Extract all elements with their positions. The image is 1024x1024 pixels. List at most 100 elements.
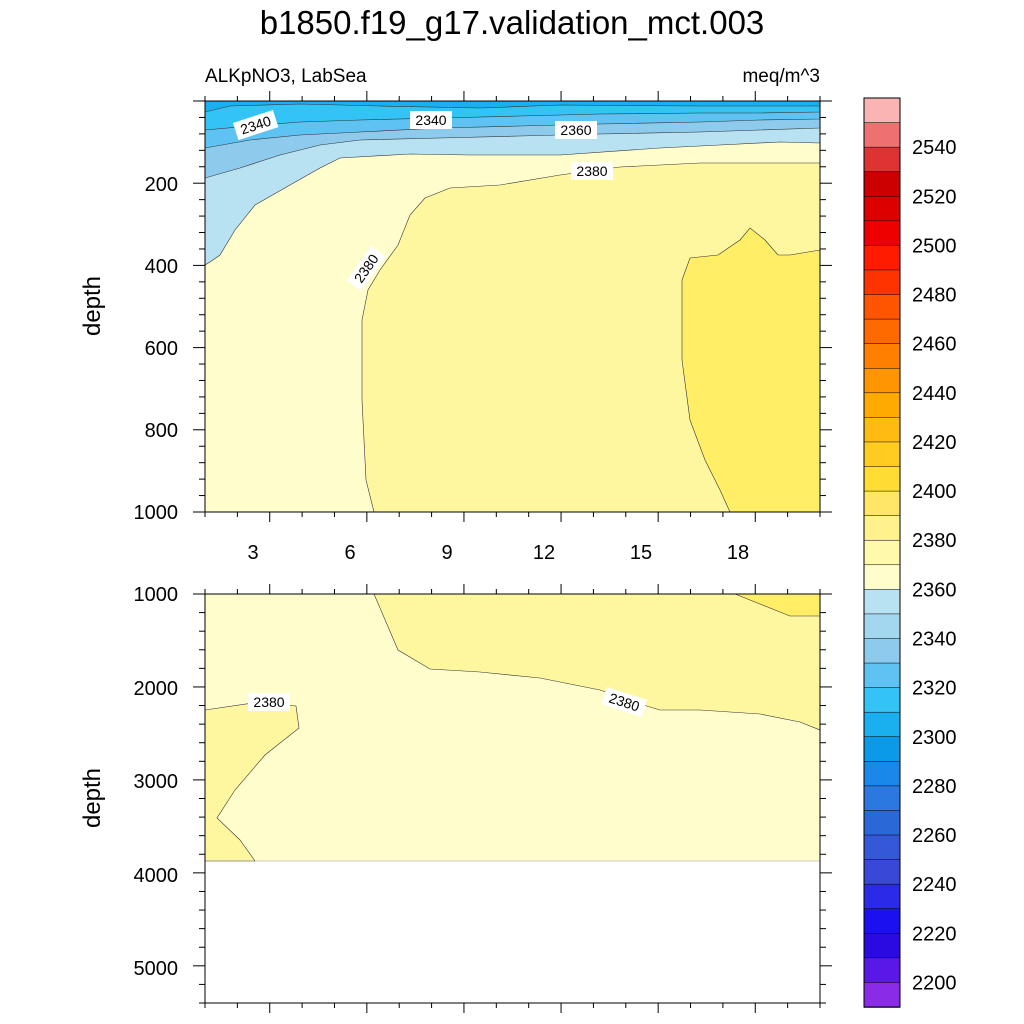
colorbar-swatch bbox=[863, 785, 901, 812]
upper-panel: 2340 2340 2360 2380 2380 depth 200 400 bbox=[79, 91, 832, 564]
colorbar-swatch bbox=[863, 736, 901, 763]
ytick-label: 3000 bbox=[134, 771, 179, 793]
colorbar-labels: 2540 2520 2500 2480 2460 2440 2420 2400 2380 2360… bbox=[912, 137, 957, 994]
upper-yticklabels: 200 400 600 800 1000 bbox=[134, 174, 179, 524]
upper-frame bbox=[204, 100, 821, 513]
colorbar-label: 2240 bbox=[912, 874, 957, 896]
ytick-label: 1000 bbox=[134, 502, 179, 524]
colorbar-label: 2380 bbox=[912, 530, 957, 552]
colorbar-swatch bbox=[863, 589, 901, 615]
colorbar-swatch bbox=[863, 859, 901, 885]
colorbar-swatch bbox=[863, 564, 901, 591]
upper-fill-2320 bbox=[205, 101, 820, 113]
ytick-label: 800 bbox=[145, 420, 178, 442]
colorbar-label: 2480 bbox=[912, 285, 957, 307]
colorbar-swatch bbox=[863, 638, 901, 664]
lower-ticks bbox=[193, 584, 832, 1013]
contour-label-box bbox=[410, 111, 452, 129]
lower-fill-2390-corner bbox=[734, 594, 820, 617]
contour-label-box bbox=[248, 693, 290, 711]
colorbar-swatch bbox=[863, 122, 901, 148]
colorbar-label: 2420 bbox=[912, 432, 957, 454]
colorbar-swatch bbox=[863, 392, 901, 419]
contour-label: 2380 bbox=[253, 694, 284, 710]
colorbar-swatch bbox=[863, 441, 901, 468]
colorbar-swatch bbox=[863, 490, 901, 517]
xtick-label: 12 bbox=[533, 542, 555, 564]
xtick-label: 9 bbox=[441, 542, 452, 564]
upper-fill-2390 bbox=[681, 227, 820, 512]
colorbar-label: 2300 bbox=[912, 727, 957, 749]
colorbar-swatch bbox=[863, 883, 901, 910]
colorbar-swatch bbox=[863, 834, 901, 861]
upper-ticks bbox=[193, 91, 832, 522]
upper-fill-2370 bbox=[205, 101, 820, 266]
ytick-label: 5000 bbox=[134, 958, 179, 980]
lower-fill-2380-right bbox=[373, 594, 820, 731]
colorbar-frame bbox=[863, 97, 901, 1008]
colorbar-swatch bbox=[863, 711, 901, 738]
ytick-label: 1000 bbox=[134, 584, 179, 606]
upper-contour-labels: 2340 2340 2360 2380 2380 bbox=[232, 110, 613, 291]
colorbar-swatch bbox=[863, 515, 901, 541]
colorbar-swatch bbox=[863, 982, 901, 1008]
colorbar-swatch bbox=[863, 687, 901, 713]
upper-xticklabels: 3 6 9 12 15 18 bbox=[247, 542, 749, 564]
colorbar-swatch bbox=[863, 761, 901, 787]
xtick-label: 3 bbox=[247, 542, 258, 564]
colorbar-swatch bbox=[863, 539, 901, 566]
lower-contour-labels: 2380 2380 bbox=[248, 687, 648, 718]
contour-label: 2360 bbox=[560, 122, 591, 138]
upper-ylabel: depth bbox=[79, 276, 106, 336]
contour-label-box bbox=[555, 121, 597, 139]
colorbar-swatch bbox=[863, 810, 901, 836]
ytick-label: 200 bbox=[145, 174, 178, 196]
colorbar-swatch bbox=[863, 171, 901, 198]
colorbar-swatch bbox=[863, 957, 901, 984]
xtick-label: 18 bbox=[727, 542, 749, 564]
ytick-label: 2000 bbox=[134, 678, 179, 700]
colorbar-label: 2460 bbox=[912, 334, 957, 356]
colorbar-swatch bbox=[863, 269, 901, 296]
colorbar-label: 2220 bbox=[912, 923, 957, 945]
colorbar-label: 2520 bbox=[912, 186, 957, 208]
colorbar-swatch bbox=[863, 417, 901, 443]
xtick-label: 6 bbox=[344, 542, 355, 564]
colorbar-swatch bbox=[863, 220, 901, 247]
colorbar-swatch bbox=[863, 933, 901, 959]
colorbar-label: 2280 bbox=[912, 776, 957, 798]
colorbar-swatch bbox=[863, 367, 901, 394]
colorbar-swatches bbox=[863, 97, 901, 1008]
xtick-label: 15 bbox=[630, 542, 652, 564]
colorbar-label: 2260 bbox=[912, 825, 957, 847]
contour-label: 2340 bbox=[415, 112, 446, 128]
colorbar-label: 2320 bbox=[912, 678, 957, 700]
lower-yticklabels: 1000 2000 3000 4000 5000 bbox=[134, 584, 179, 980]
colorbar-label: 2500 bbox=[912, 235, 957, 257]
contour-label-box bbox=[346, 246, 386, 291]
colorbar-swatch bbox=[863, 245, 901, 271]
contour-label-box bbox=[601, 687, 648, 718]
ytick-label: 400 bbox=[145, 256, 178, 278]
colorbar-label: 2440 bbox=[912, 383, 957, 405]
colorbar: 2540 2520 2500 2480 2460 2440 2420 2400 2380 2360… bbox=[863, 97, 957, 1008]
colorbar-swatch bbox=[863, 146, 901, 173]
colorbar-label: 2400 bbox=[912, 481, 957, 503]
colorbar-swatch bbox=[863, 196, 901, 222]
colorbar-swatch bbox=[863, 613, 901, 640]
colorbar-label: 2340 bbox=[912, 628, 957, 650]
contour-label: 2380 bbox=[576, 163, 607, 179]
lower-panel: 2380 2380 depth 1000 2000 3000 4000 5000 bbox=[79, 584, 832, 1013]
contour-label-box bbox=[571, 162, 613, 180]
subtitle-left: ALKpNO3, LabSea bbox=[205, 66, 367, 87]
ytick-label: 4000 bbox=[134, 865, 179, 887]
colorbar-label: 2540 bbox=[912, 137, 957, 159]
lower-ylabel: depth bbox=[79, 768, 106, 828]
contour-label-box bbox=[232, 110, 279, 141]
chart-title: b1850.f19_g17.validation_mct.003 bbox=[260, 4, 765, 41]
colorbar-swatch bbox=[863, 662, 901, 689]
colorbar-swatch bbox=[863, 97, 901, 124]
colorbar-swatch bbox=[863, 294, 901, 320]
subtitle-right: meq/m^3 bbox=[742, 66, 820, 87]
